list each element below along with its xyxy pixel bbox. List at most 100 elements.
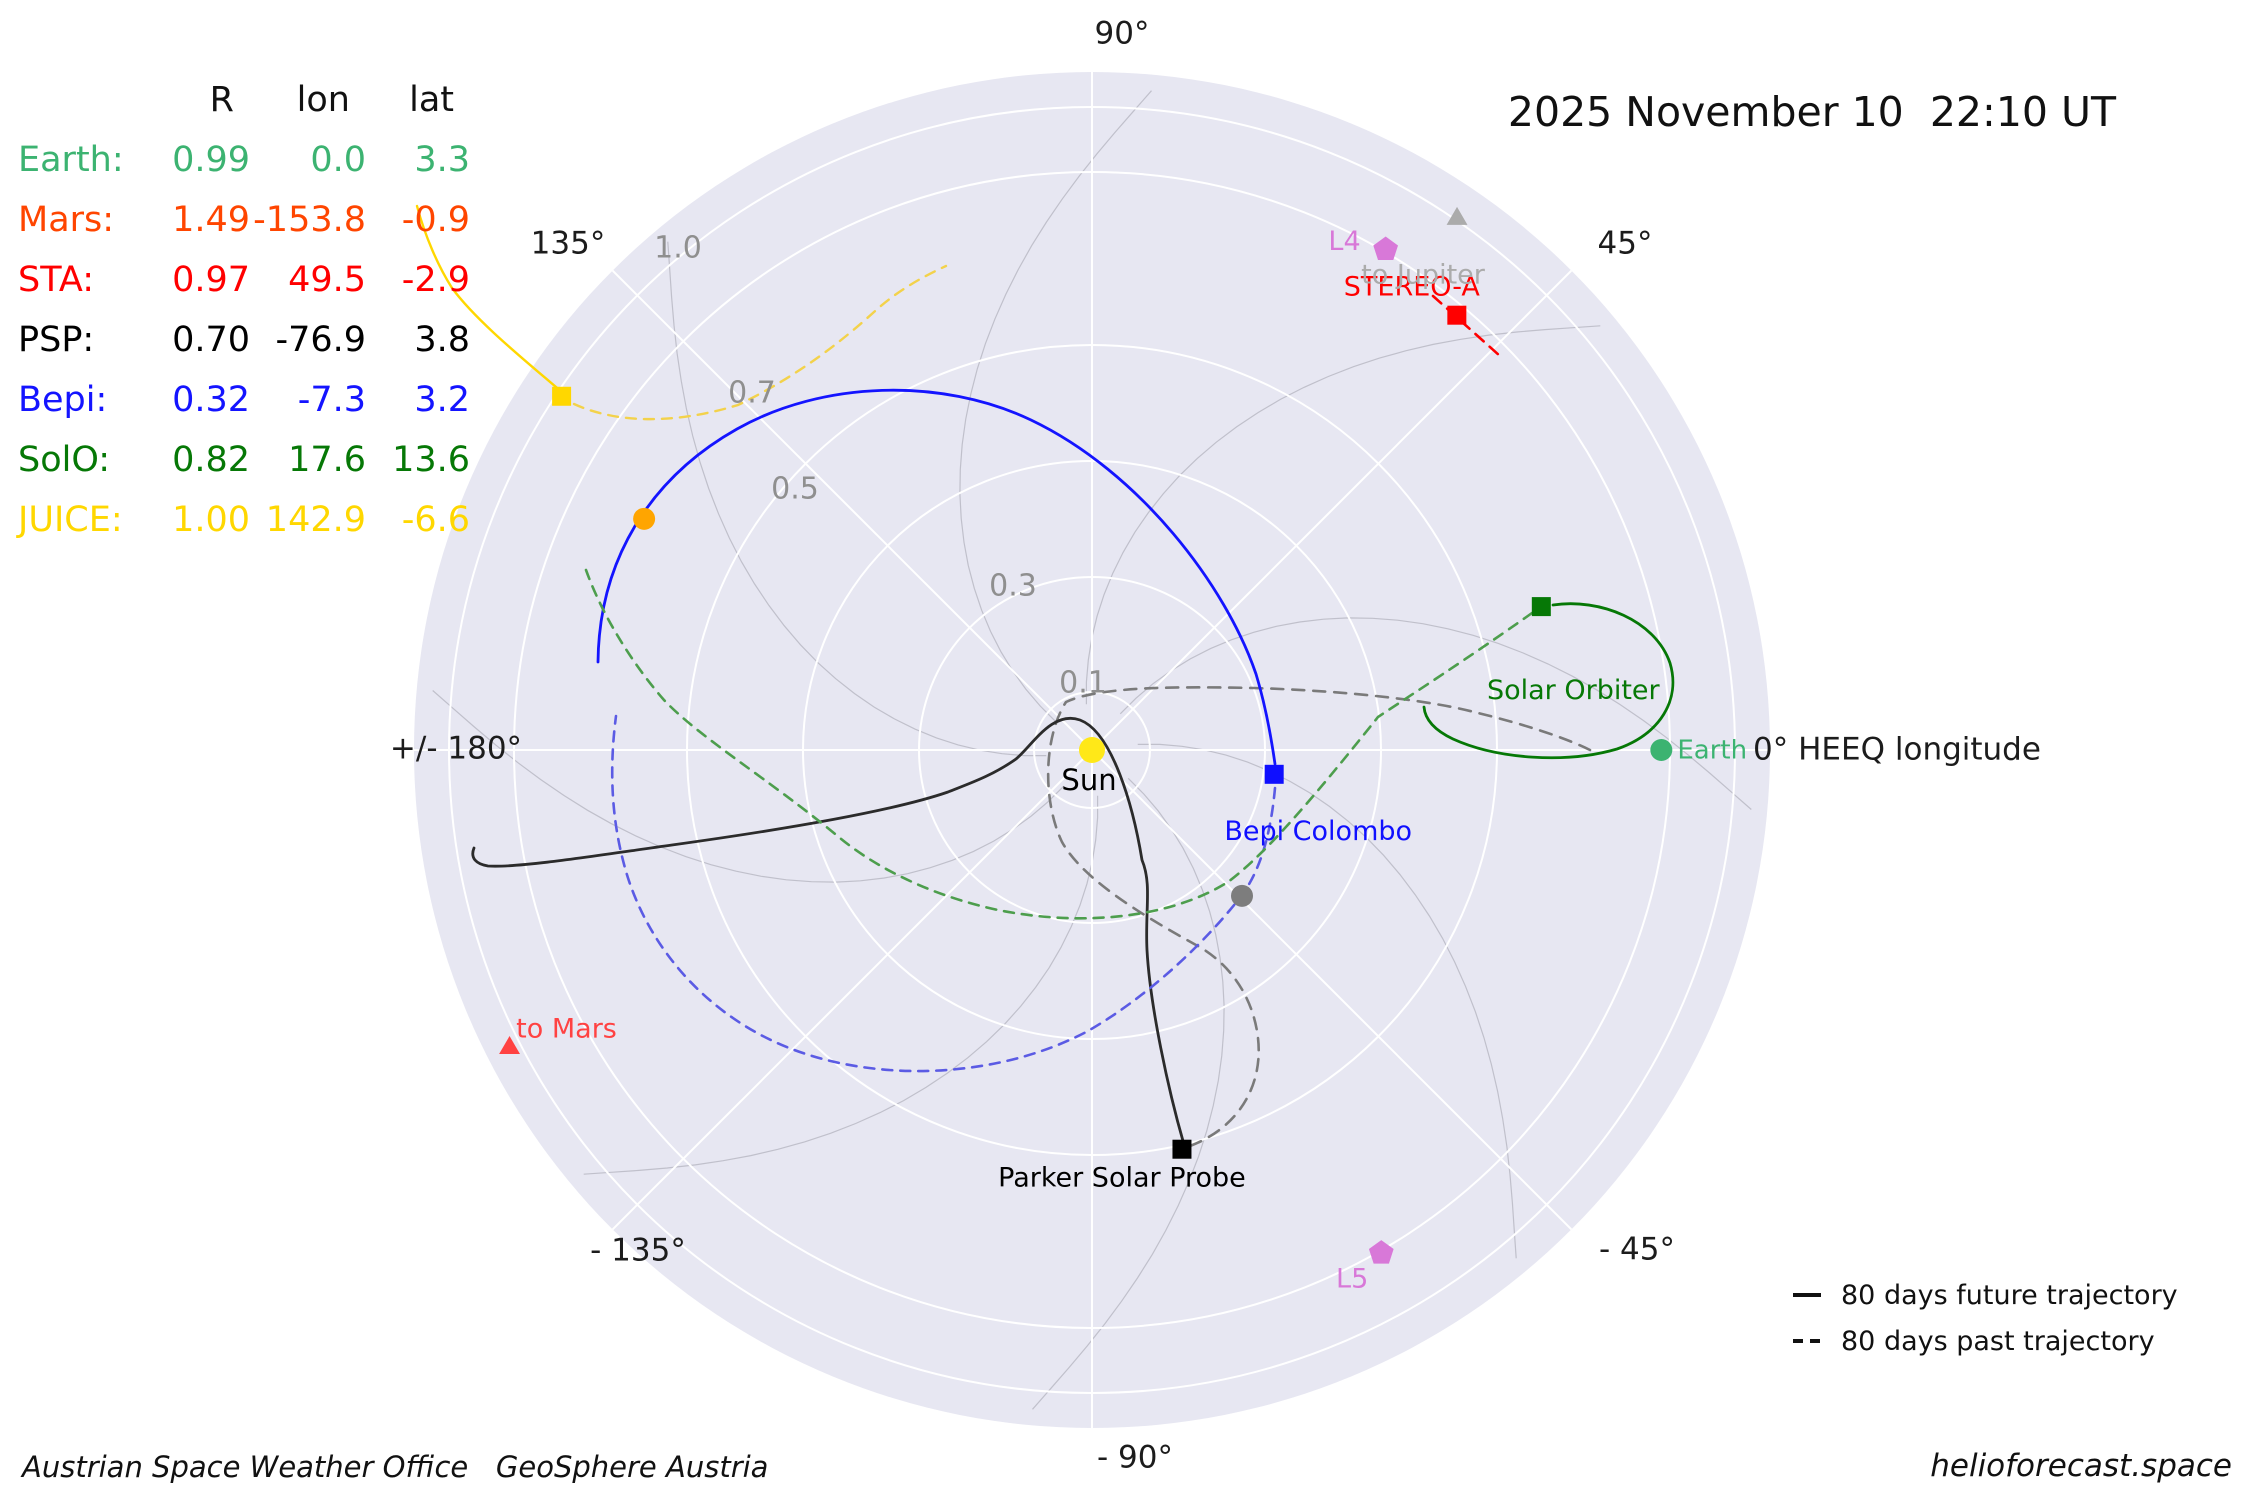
- table-cell-lon: -7.3: [297, 380, 366, 420]
- radial-tick-label: 0.7: [728, 376, 776, 411]
- juice-future-trajectory: [415, 204, 565, 395]
- footer-website: helioforecast.space: [1930, 1448, 2232, 1484]
- legend-row-future: 80 days future trajectory: [1793, 1272, 2178, 1318]
- trajectories: [415, 204, 1675, 1150]
- solo-label: Solar Orbiter: [1487, 675, 1661, 706]
- table-cell-lat: -6.6: [401, 500, 470, 540]
- to-jupiter-label: to Jupiter: [1361, 259, 1486, 290]
- legend-row-past: 80 days past trajectory: [1793, 1318, 2178, 1364]
- table-cell-R: 0.82: [172, 440, 250, 480]
- to-mars-label: to Mars: [516, 1014, 617, 1045]
- spiral-guide: [583, 795, 1099, 1175]
- spiral-guide: [1085, 325, 1601, 705]
- table-corner: [18, 70, 140, 130]
- table-cell-R: 0.99: [172, 140, 250, 180]
- grid-radial: [1091, 269, 1573, 751]
- table-cell-lon: 0.0: [310, 140, 366, 180]
- grid-radial: [611, 749, 1093, 1231]
- juice-marker: [552, 386, 572, 406]
- earth-label: Earth: [1677, 736, 1747, 766]
- table-cell-lat: 3.2: [414, 380, 470, 420]
- solo-future-trajectory: [1422, 602, 1675, 760]
- psp-label: Parker Solar Probe: [998, 1163, 1246, 1194]
- grid-radial: [611, 269, 1093, 751]
- radial-tick-label: 0.1: [1059, 666, 1107, 701]
- angle-tick-label: - 45°: [1599, 1232, 1675, 1268]
- solid-line-icon: [1793, 1293, 1827, 1297]
- marker-layer: [499, 206, 1673, 1264]
- radial-tick-label: 0.5: [771, 472, 819, 507]
- l4-marker: [1373, 236, 1399, 260]
- l4-label: L4: [1328, 226, 1360, 257]
- angle-tick-label: - 135°: [590, 1233, 686, 1269]
- legend-past-label: 80 days past trajectory: [1841, 1325, 2155, 1357]
- table-cell-lat: -0.9: [401, 200, 470, 240]
- label-layer: Sun Earth STEREO-A Parker Solar Probe Bepi C…: [390, 16, 2041, 1476]
- angle-tick-label: 90°: [1095, 16, 1150, 52]
- stereo-a-label: STEREO-A: [1344, 272, 1481, 303]
- psp-past-trajectory: [1046, 686, 1592, 1148]
- table-row-name: Bepi:: [18, 380, 108, 420]
- spiral-guide: [959, 90, 1152, 723]
- table-cell-lon: -76.9: [275, 320, 366, 360]
- psp-marker: [1172, 1139, 1192, 1159]
- table-cell-R: 0.70: [172, 320, 250, 360]
- radial-tick-label: 0.3: [989, 569, 1037, 604]
- table-cell-lat: 13.6: [392, 440, 470, 480]
- table-cell-R: 0.97: [172, 260, 250, 300]
- earth-marker: [1650, 739, 1673, 761]
- table-row-name: PSP:: [18, 320, 95, 360]
- spiral-guide: [432, 690, 1065, 883]
- spiral-guide: [1137, 743, 1517, 1259]
- footer-organisation: Austrian Space Weather Office GeoSphere …: [22, 1450, 769, 1484]
- angle-tick-label: 0° HEEQ longitude: [1753, 732, 2041, 768]
- bepi-future-trajectory: [596, 388, 1277, 766]
- column-header-lon: lon: [296, 80, 350, 120]
- angle-tick-label: 45°: [1598, 226, 1653, 262]
- table-cell-lon: 142.9: [265, 500, 366, 540]
- table-cell-lat: 3.3: [414, 140, 470, 180]
- table-cell-lat: -2.9: [401, 260, 470, 300]
- l5-label: L5: [1336, 1264, 1368, 1295]
- table-cell-lat: 3.8: [414, 320, 470, 360]
- angle-tick-label: +/- 180°: [390, 731, 522, 767]
- legend-future-label: 80 days future trajectory: [1841, 1279, 2178, 1311]
- column-header-lat: lat: [409, 80, 454, 120]
- solo-marker: [1531, 597, 1551, 617]
- l5-marker: [1368, 1240, 1394, 1264]
- juice-past-trajectory: [572, 264, 948, 421]
- bepi-marker: [1264, 764, 1284, 784]
- bepi-label: Bepi Colombo: [1224, 816, 1412, 847]
- sun-marker: [1079, 737, 1105, 763]
- stereo-a-marker: [1447, 305, 1467, 325]
- table-row-name: STA:: [18, 260, 94, 300]
- spiral-guide: [667, 241, 1047, 757]
- angle-tick-label: 135°: [531, 226, 606, 262]
- table-cell-lon: 49.5: [288, 260, 366, 300]
- column-header-R: R: [209, 80, 234, 120]
- solo-past-trajectory: [584, 568, 1534, 920]
- table-cell-lon: -153.8: [253, 200, 366, 240]
- to-jupiter-marker: [1446, 206, 1468, 225]
- sun-label: Sun: [1061, 763, 1116, 797]
- venus-marker: [633, 507, 656, 530]
- dashed-line-icon: [1793, 1339, 1827, 1343]
- spiral-guide: [1032, 777, 1225, 1410]
- psp-future-trajectory: [471, 716, 1187, 1150]
- table-row-name: Earth:: [18, 140, 124, 180]
- table-row-name: SolO:: [18, 440, 111, 480]
- table-cell-lon: 17.6: [288, 440, 366, 480]
- table-row-name: Mars:: [18, 200, 115, 240]
- to-mars-marker: [499, 1036, 520, 1055]
- stereo-a-past-trajectory: [1431, 294, 1502, 358]
- table-cell-R: 0.32: [172, 380, 250, 420]
- table-cell-R: 1.49: [172, 200, 250, 240]
- spiral-guide: [1119, 617, 1752, 810]
- radial-tick-label: 1.0: [654, 231, 702, 266]
- table-row-name: JUICE:: [18, 500, 123, 540]
- grid-radial: [1091, 749, 1573, 1231]
- mercury-marker: [1231, 884, 1254, 907]
